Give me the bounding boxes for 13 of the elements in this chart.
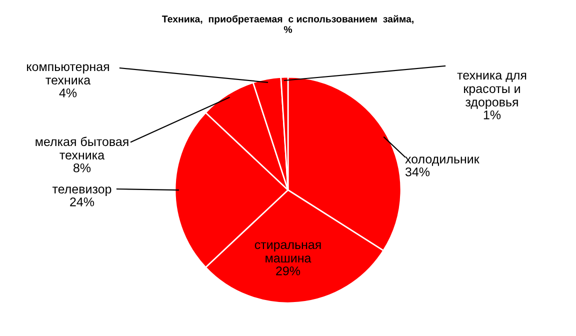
slice-label: техника для красоты и здоровья (457, 72, 526, 109)
slice-label: холодильник (405, 156, 480, 166)
data-label: 34% (405, 167, 430, 176)
data-label: 4% (59, 88, 77, 98)
slice-label: телевизор (52, 186, 112, 196)
chart-title: Техника, приобретаемая с использованием займа, % (162, 15, 414, 33)
data-label: 24% (70, 197, 94, 206)
data-label: 29% (276, 266, 300, 276)
data-label: 8% (74, 163, 91, 172)
slice-label: компьютерная техника (27, 64, 109, 85)
slice-label: стиральная машина (254, 242, 321, 263)
data-label: 1% (484, 110, 501, 120)
slice-label: мелкая бытовая техника (36, 136, 128, 160)
